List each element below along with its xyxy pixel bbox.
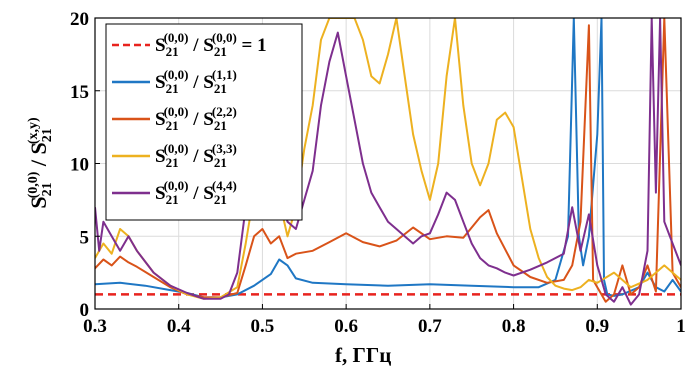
x-tick-label: 0.4 (167, 316, 191, 337)
svg-text:S21(0,0) / S21(x,y): S21(0,0) / S21(x,y) (26, 117, 55, 209)
series-layer (95, 18, 681, 306)
y-tick-label: 0 (80, 300, 90, 321)
legend-box (105, 23, 303, 221)
legend-label-0: S21(0,0) / S21(0,0) = 1 (155, 30, 267, 59)
plot-area (95, 18, 681, 306)
series-line-4 (95, 18, 681, 306)
legend-label-3: S21(0,0) / S21(3,3) (155, 141, 237, 170)
legend-label-1: S21(0,0) / S21(1,1) (155, 67, 237, 96)
x-tick-label: 0.7 (418, 316, 442, 337)
x-tick-label: 0.9 (585, 316, 609, 337)
x-tick-label: 0.8 (502, 316, 526, 337)
y-axis-label: S21(0,0) / S21(x,y) (26, 117, 55, 209)
x-tick-label: 0.3 (83, 316, 107, 337)
y-tick-label: 5 (80, 227, 90, 248)
y-tick-label: 20 (70, 9, 89, 30)
legend: S21(0,0) / S21(0,0) = 1 S21(0,0) / S21(1,… (105, 23, 303, 221)
x-tick-label: 0.6 (334, 316, 358, 337)
y-tick-labels: 0 5 10 15 20 (70, 9, 100, 321)
x-tick-labels: 0.3 0.4 0.5 0.6 0.7 0.8 0.9 1 (83, 304, 685, 337)
y-tick-label: 10 (70, 155, 89, 176)
x-tick-label: 1 (676, 316, 685, 337)
y-tick-label: 15 (70, 82, 89, 103)
x-axis-label: f, ГГц (335, 343, 391, 367)
legend-label-4: S21(0,0) / S21(4,4) (155, 178, 237, 207)
legend-label-2: S21(0,0) / S21(2,2) (155, 104, 237, 133)
x-tick-label: 0.5 (251, 316, 275, 337)
series-line-3 (95, 18, 681, 300)
